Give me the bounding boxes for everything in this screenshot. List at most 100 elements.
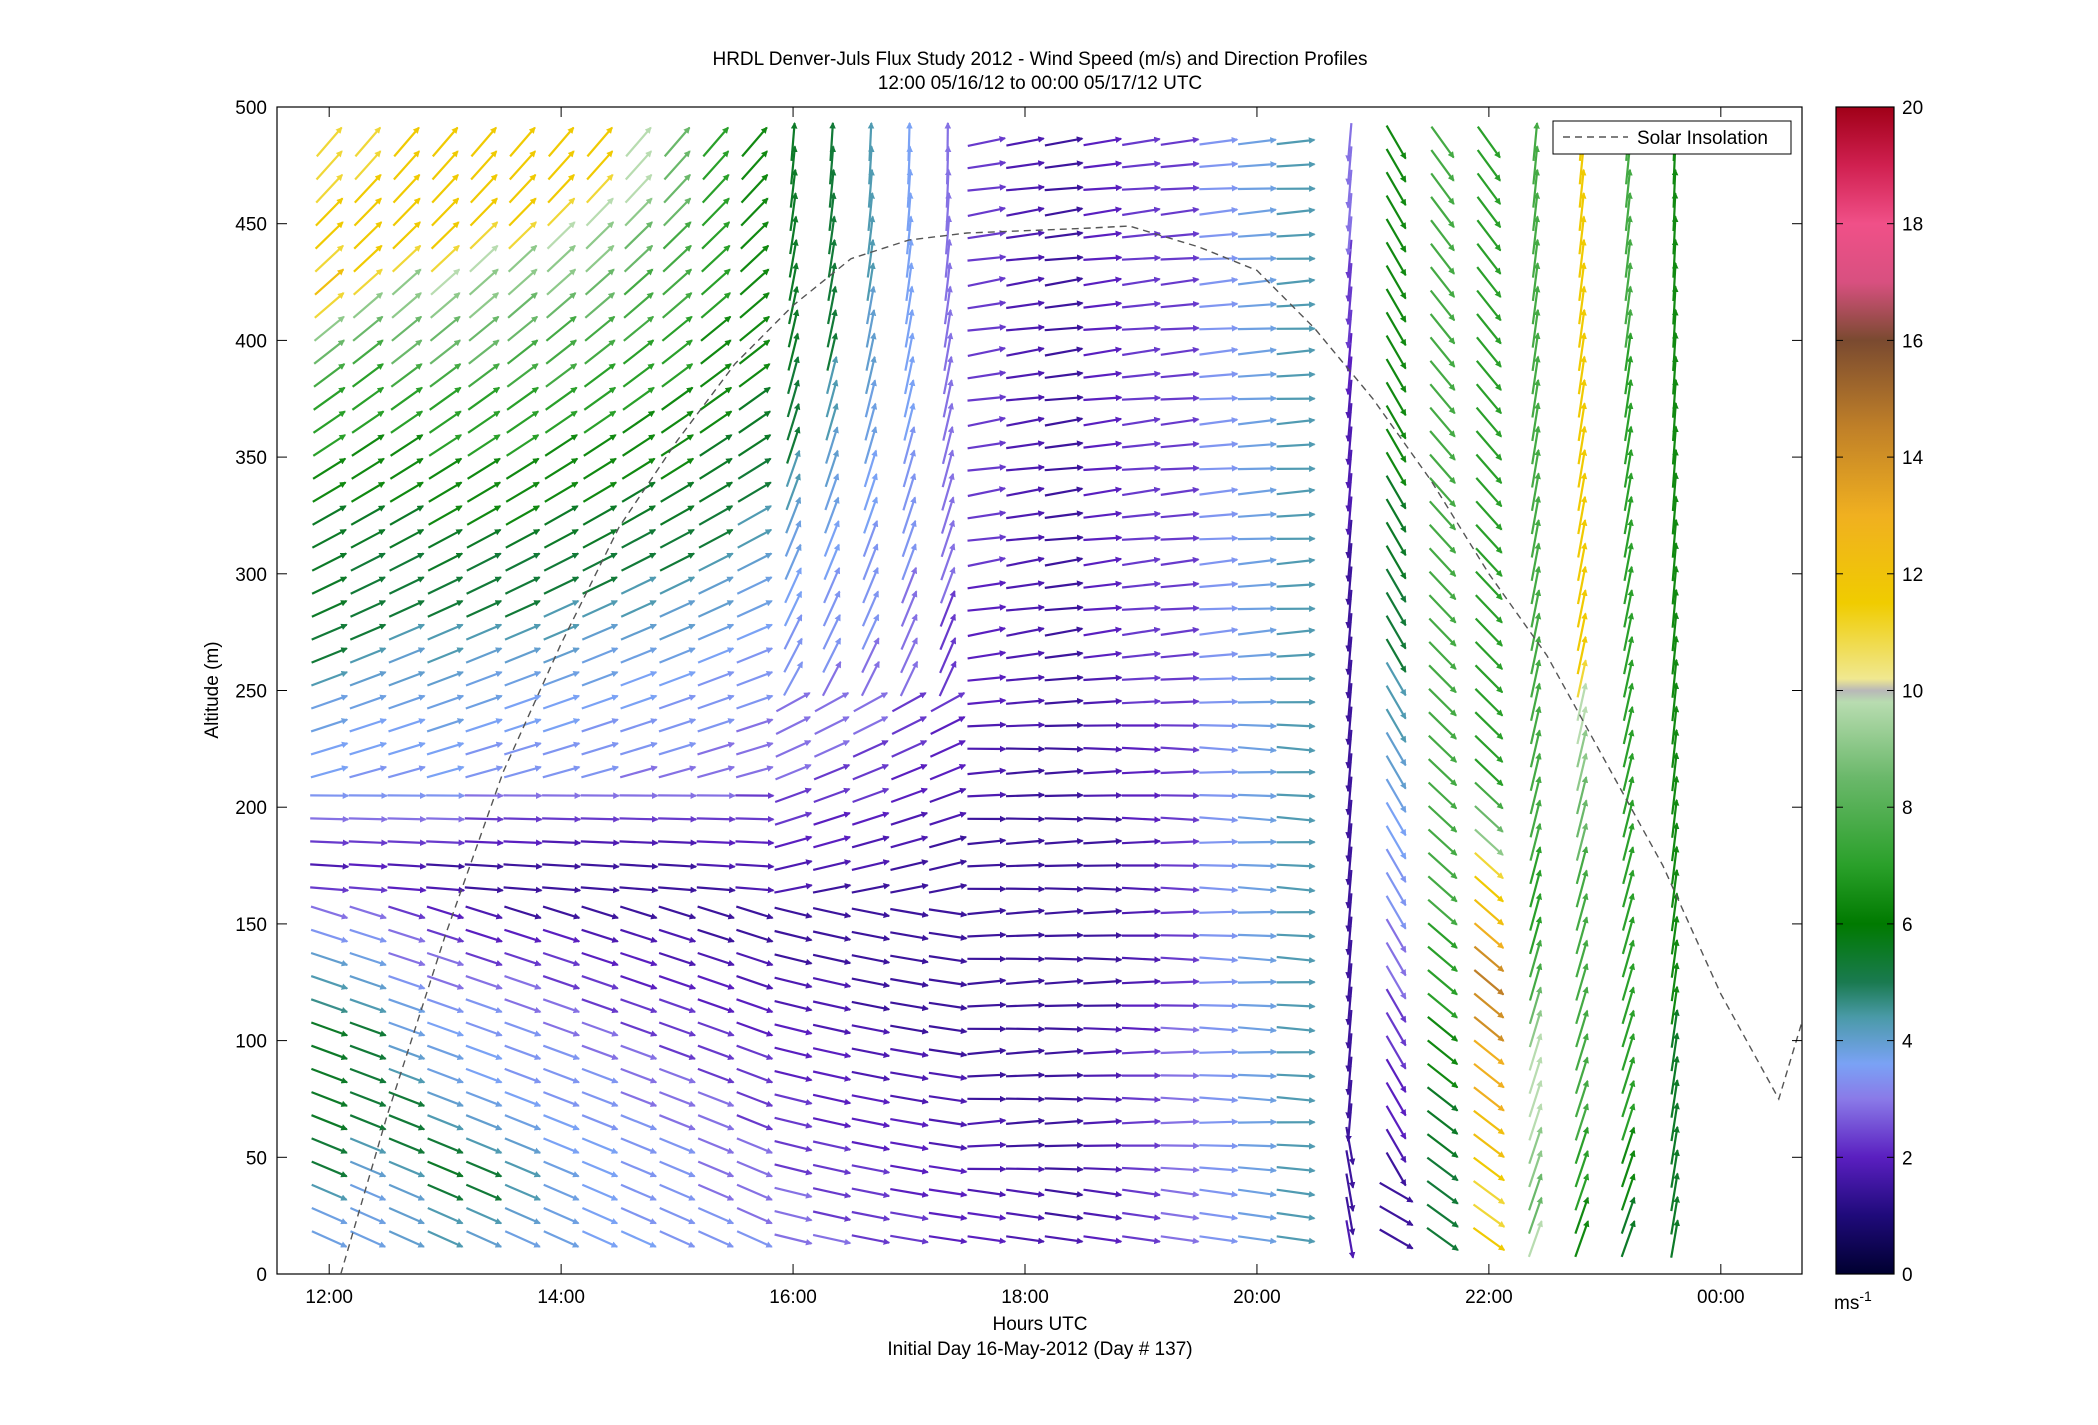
wind-arrow: [658, 928, 697, 943]
wind-arrow: [467, 457, 501, 480]
wind-arrow: [865, 355, 877, 395]
wind-arrow: [427, 1183, 464, 1201]
wind-arrow: [700, 268, 731, 296]
wind-arrow: [466, 528, 502, 549]
wind-arrow: [1237, 838, 1277, 846]
wind-arrow: [736, 1067, 774, 1084]
wind-arrow: [542, 694, 581, 710]
wind-arrow: [464, 886, 504, 894]
wind-arrow: [697, 623, 735, 641]
wind-arrow: [315, 173, 344, 204]
wind-arrow: [740, 221, 769, 250]
wind-arrow: [387, 839, 427, 847]
wind-arrow: [904, 332, 915, 371]
wind-arrow: [851, 1094, 891, 1105]
wind-arrow: [890, 1188, 929, 1198]
wind-arrow: [1005, 815, 1046, 823]
wind-arrow: [543, 576, 580, 595]
wind-arrow: [310, 741, 349, 756]
wind-arrow: [1199, 535, 1239, 542]
wind-arrow: [504, 1067, 542, 1084]
wind-arrow: [504, 599, 541, 618]
wind-arrow: [1005, 1071, 1046, 1079]
wind-arrow: [468, 339, 500, 365]
wind-arrow: [1044, 861, 1084, 869]
wind-arrow: [851, 954, 891, 965]
wind-arrow: [1199, 768, 1239, 776]
wind-arrow: [543, 552, 580, 572]
wind-arrow: [928, 1188, 968, 1198]
wind-arrow: [967, 626, 1007, 638]
wind-arrow: [1160, 1142, 1200, 1150]
wind-arrow: [546, 244, 576, 273]
wind-arrow: [391, 244, 422, 273]
wind-arrow: [851, 1024, 891, 1035]
wind-arrow: [1044, 1166, 1084, 1173]
wind-arrow: [310, 886, 350, 894]
wind-arrow: [1083, 816, 1123, 823]
wind-arrow: [430, 244, 460, 273]
wind-arrow: [783, 661, 804, 697]
wind-arrow: [311, 1230, 348, 1248]
colorbar-unit: ms: [1834, 1293, 1859, 1314]
wind-arrow: [1237, 675, 1277, 682]
wind-arrow: [310, 765, 349, 779]
y-tick-label: 500: [235, 98, 267, 119]
wind-arrow: [504, 1183, 542, 1201]
wind-arrow: [349, 1183, 387, 1201]
wind-arrow: [1237, 185, 1277, 192]
wind-arrow: [774, 976, 813, 989]
wind-arrow: [1005, 721, 1046, 729]
wind-arrow: [427, 1160, 464, 1178]
wind-arrow: [428, 457, 463, 480]
wind-arrow: [813, 811, 851, 826]
wind-arrow: [1237, 978, 1277, 986]
x-tick-label: 12:00: [305, 1287, 353, 1308]
wind-arrow: [426, 741, 465, 756]
wind-arrow: [388, 623, 426, 641]
wind-arrow: [735, 839, 775, 847]
wind-arrow: [928, 1025, 968, 1035]
y-tick-label: 300: [235, 565, 267, 586]
wind-arrow: [504, 647, 542, 664]
wind-arrow: [700, 292, 731, 319]
wind-arrow: [660, 410, 694, 434]
wind-arrow: [581, 647, 619, 664]
wind-arrow: [389, 457, 424, 480]
wind-arrow: [774, 1233, 813, 1246]
wind-arrow: [736, 694, 774, 710]
wind-arrow: [735, 886, 775, 894]
y-tick-label: 100: [235, 1032, 267, 1053]
wind-arrow: [581, 599, 619, 618]
wind-arrow: [1083, 932, 1123, 939]
wind-arrow: [699, 457, 733, 480]
wind-arrow: [542, 741, 581, 756]
wind-arrow: [620, 1091, 658, 1107]
wind-arrow: [426, 815, 466, 823]
wind-arrow: [774, 1093, 813, 1106]
wind-arrow: [620, 1230, 657, 1248]
wind-arrow: [851, 1070, 891, 1082]
wind-arrow: [584, 292, 616, 319]
wind-arrow: [821, 661, 842, 697]
wind-arrow: [466, 481, 502, 503]
wind-arrow: [697, 1091, 735, 1107]
wind-arrow: [349, 951, 387, 967]
wind-arrow: [736, 1091, 774, 1107]
wind-arrow: [928, 955, 968, 965]
wind-arrow: [507, 292, 538, 319]
wind-arrow: [890, 907, 929, 918]
wind-arrow: [697, 1137, 735, 1154]
wind-arrow: [699, 434, 733, 457]
wind-arrow: [814, 716, 850, 735]
wind-arrow: [543, 1137, 580, 1154]
wind-arrow: [903, 379, 916, 418]
wind-arrow: [546, 268, 577, 296]
wind-arrow: [311, 1160, 348, 1178]
wind-arrow: [387, 815, 427, 823]
wind-arrow: [967, 721, 1007, 729]
wind-arrow: [388, 599, 425, 618]
wind-arrow: [891, 739, 928, 758]
wind-arrow: [787, 309, 800, 348]
